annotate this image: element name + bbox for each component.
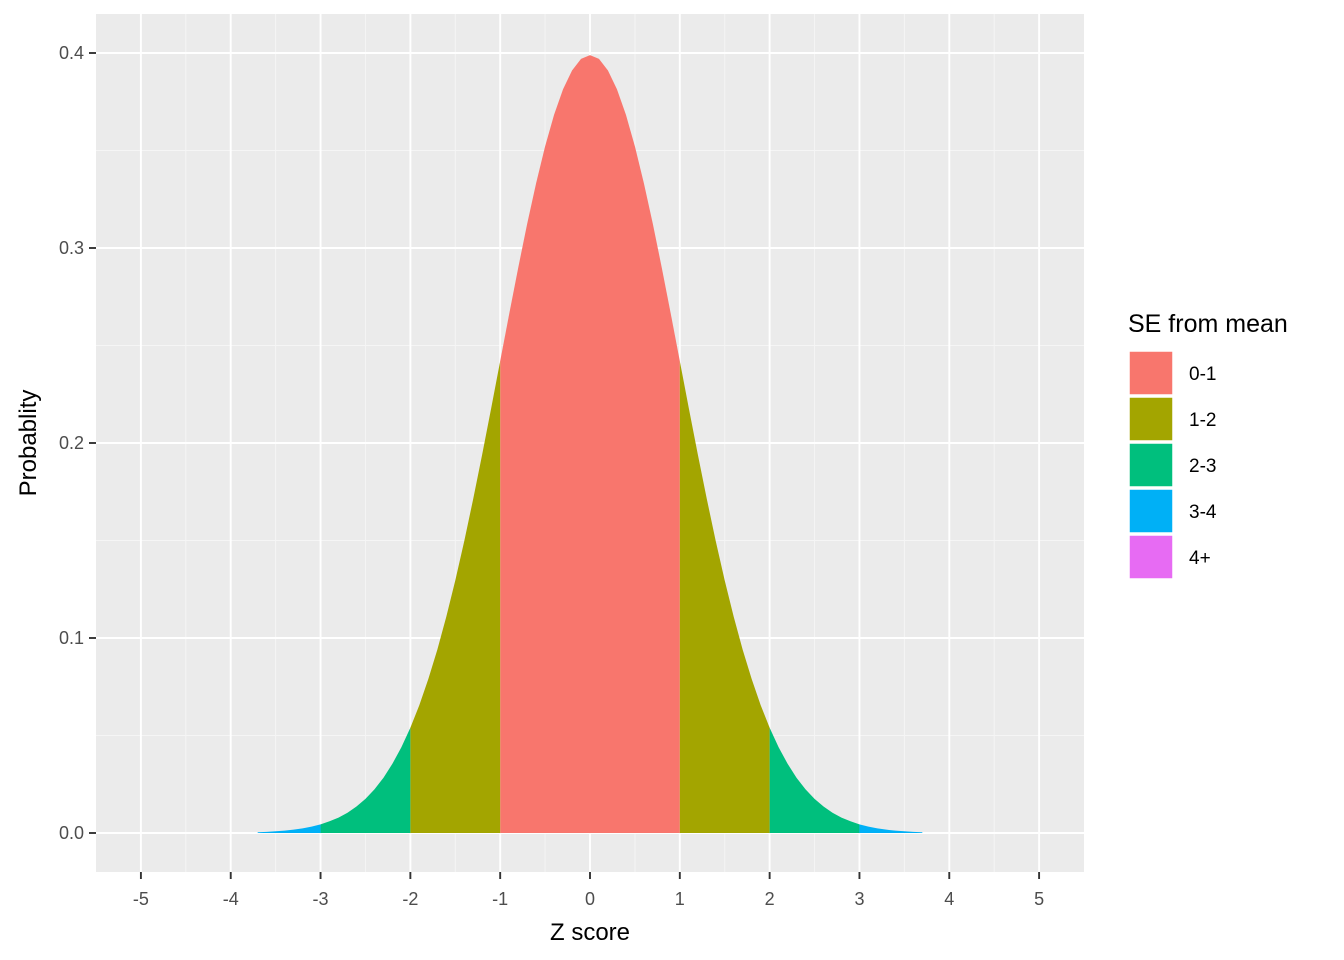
y-axis-title: Probablity bbox=[15, 390, 42, 497]
legend-label: 2-3 bbox=[1189, 456, 1216, 477]
legend-key-0-1 bbox=[1128, 350, 1174, 396]
area-2-3 bbox=[320, 727, 411, 833]
y-tick-label: 0.0 bbox=[59, 823, 84, 843]
legend-label: 0-1 bbox=[1189, 364, 1216, 385]
y-tick-label: 0.2 bbox=[59, 433, 84, 453]
x-tick-label: 5 bbox=[1034, 889, 1044, 909]
legend-label: 4+ bbox=[1189, 548, 1211, 569]
density-areas bbox=[257, 55, 923, 833]
legend: SE from mean 0-1 1-2 2-3 3-4 4+ bbox=[1128, 310, 1288, 580]
y-tick-label: 0.1 bbox=[59, 628, 84, 648]
x-tick-label: -3 bbox=[313, 889, 329, 909]
legend-key-4+ bbox=[1128, 534, 1174, 580]
area-1-2 bbox=[410, 361, 501, 833]
area-0-1 bbox=[500, 55, 680, 833]
x-tick-label: 0 bbox=[585, 889, 595, 909]
legend-title: SE from mean bbox=[1128, 310, 1288, 338]
legend-key-2-3 bbox=[1128, 442, 1174, 488]
legend-label: 1-2 bbox=[1189, 410, 1216, 431]
x-tick-label: -5 bbox=[133, 889, 149, 909]
legend-key-3-4 bbox=[1128, 488, 1174, 534]
y-tick-label: 0.4 bbox=[59, 43, 84, 63]
x-tick-label: 2 bbox=[765, 889, 775, 909]
legend-key-1-2 bbox=[1128, 396, 1174, 442]
area-1-2 bbox=[679, 361, 770, 833]
x-axis-title: Z score bbox=[550, 919, 630, 946]
x-tick-label: -1 bbox=[492, 889, 508, 909]
area-3-4 bbox=[257, 824, 321, 833]
area-3-4 bbox=[859, 824, 923, 833]
y-axis: 0.0 0.1 0.2 0.3 0.4 bbox=[59, 43, 96, 843]
legend-items: 0-1 1-2 2-3 3-4 4+ bbox=[1128, 350, 1217, 580]
x-axis: -5 -4 -3 -2 -1 0 1 2 3 4 5 bbox=[133, 872, 1044, 909]
area-2-3 bbox=[769, 727, 860, 833]
x-tick-label: -4 bbox=[223, 889, 239, 909]
x-tick-label: 1 bbox=[675, 889, 685, 909]
x-tick-label: 3 bbox=[854, 889, 864, 909]
x-tick-label: -2 bbox=[402, 889, 418, 909]
legend-label: 3-4 bbox=[1189, 502, 1217, 523]
y-tick-label: 0.3 bbox=[59, 238, 84, 258]
x-tick-label: 4 bbox=[944, 889, 954, 909]
